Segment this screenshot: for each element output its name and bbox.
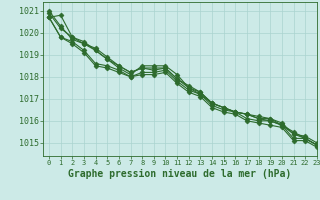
X-axis label: Graphe pression niveau de la mer (hPa): Graphe pression niveau de la mer (hPa) [68,169,292,179]
